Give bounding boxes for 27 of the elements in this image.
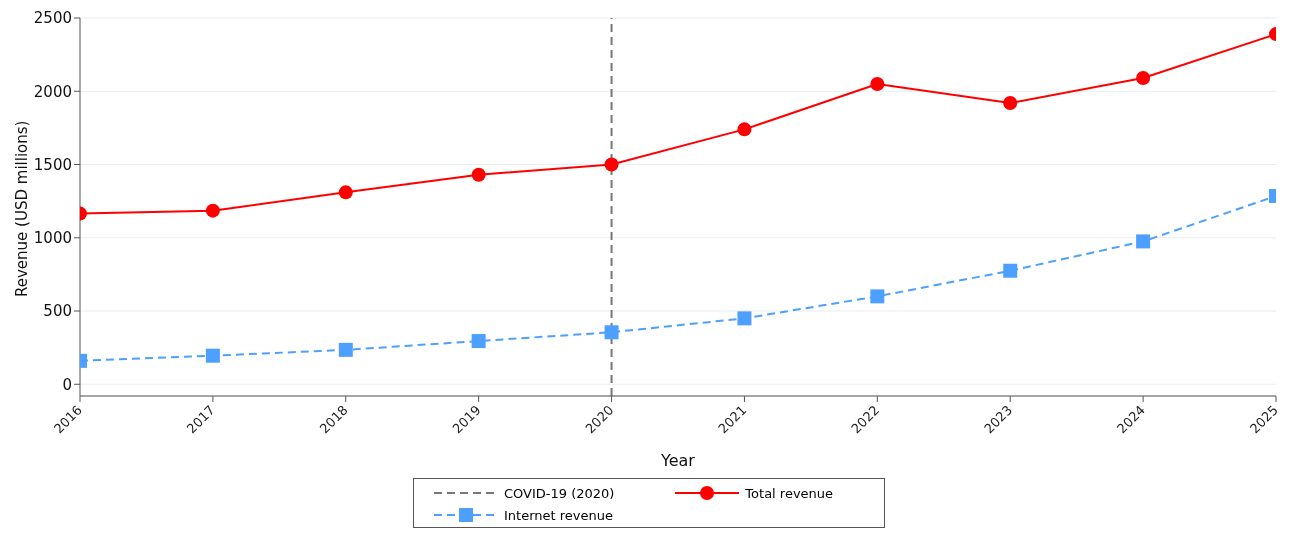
point: [338, 342, 353, 357]
point: [338, 185, 353, 200]
point: [604, 157, 619, 172]
y-axis-title: Revenue (USD millions): [13, 120, 32, 297]
legend-label: COVID-19 (2020): [504, 485, 615, 501]
legend-label: Internet revenue: [504, 507, 613, 523]
point: [604, 325, 619, 340]
point: [737, 311, 752, 326]
y-tick-label: 500: [43, 302, 72, 321]
legend-label: Total revenue: [745, 485, 834, 501]
point: [1003, 95, 1018, 110]
y-tick-label: 2000: [33, 82, 72, 101]
y-tick-label: 1000: [33, 229, 72, 248]
point: [1136, 234, 1151, 249]
point: [471, 334, 486, 349]
point: [1003, 263, 1018, 278]
y-tick-label: 2500: [33, 9, 72, 28]
point: [870, 76, 885, 91]
point: [205, 203, 220, 218]
point: [1136, 71, 1151, 86]
point: [737, 122, 752, 137]
x-axis-title: Year: [660, 451, 696, 470]
y-tick-label: 0: [62, 375, 72, 394]
point: [870, 289, 885, 304]
y-tick-label: 1500: [33, 155, 72, 174]
point: [205, 348, 220, 363]
point: [471, 167, 486, 182]
